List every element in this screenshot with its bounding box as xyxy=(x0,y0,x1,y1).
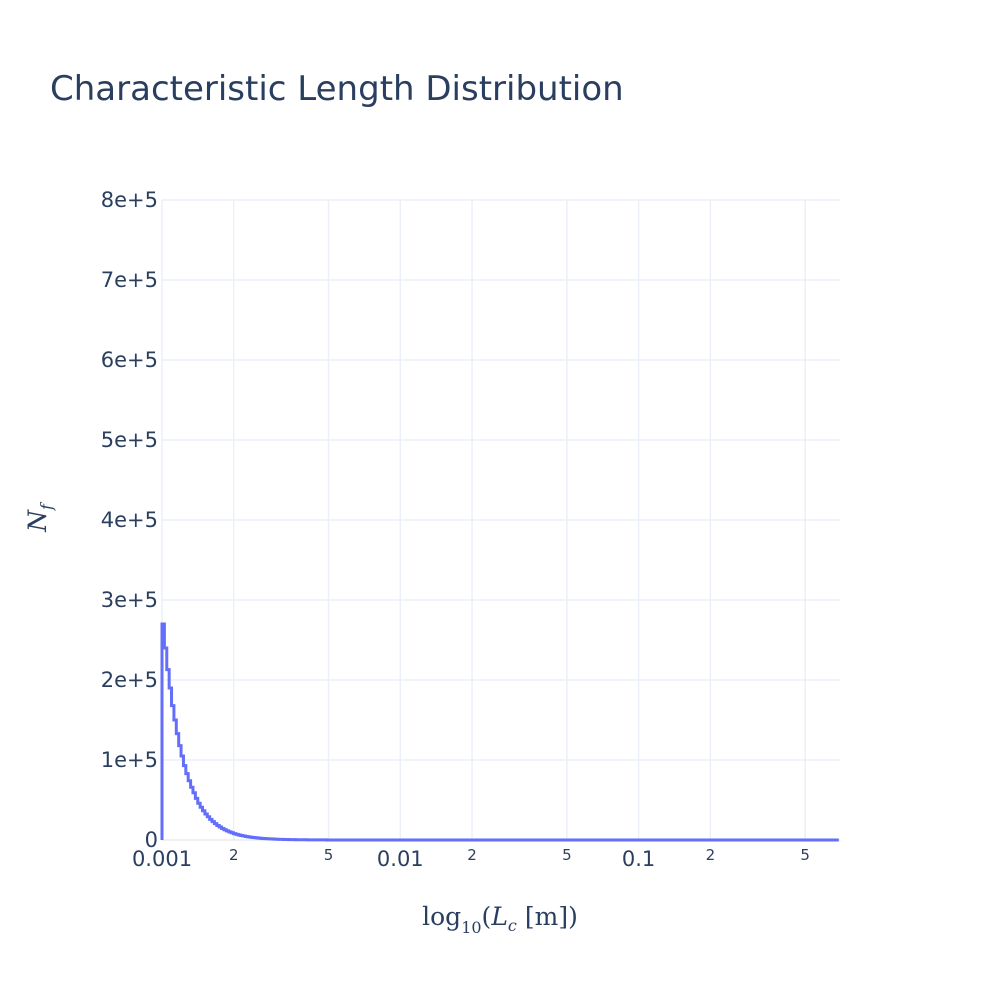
y-tick-label: 5e+5 xyxy=(101,428,158,452)
y-axis-label-variable-subscript: f xyxy=(37,501,56,511)
y-axis-label: Nf xyxy=(23,501,56,533)
x-tick-label: 0.01 xyxy=(377,847,424,871)
x-tick-label: 2 xyxy=(229,846,239,864)
x-tick-label: 0.001 xyxy=(132,847,192,871)
x-tick-label: 5 xyxy=(800,846,810,864)
x-axis-label-variable: L xyxy=(490,902,508,931)
grid-layer xyxy=(161,199,840,841)
y-axis-ticks: 0 1e+5 2e+5 3e+5 4e+5 5e+5 6e+5 7e+5 8e+5 xyxy=(101,188,158,852)
x-tick-label: 2 xyxy=(467,846,477,864)
y-tick-label: 7e+5 xyxy=(101,268,158,292)
x-axis-label-variable-subscript: c xyxy=(508,916,517,935)
y-tick-label: 6e+5 xyxy=(101,348,158,372)
x-axis-label-prefix: log xyxy=(422,902,461,931)
x-tick-label: 2 xyxy=(706,846,716,864)
x-tick-label: 5 xyxy=(324,846,334,864)
y-axis-label-variable: N xyxy=(23,509,52,533)
x-axis-label: log10(Lc [m]) xyxy=(422,902,578,937)
y-tick-label: 2e+5 xyxy=(101,668,158,692)
histogram-series-line xyxy=(160,622,839,842)
x-axis-label-close-paren: ) xyxy=(568,902,578,931)
y-tick-label: 1e+5 xyxy=(101,748,158,772)
x-axis-label-log-base: 10 xyxy=(461,918,481,937)
x-tick-label: 0.1 xyxy=(622,847,655,871)
x-axis-label-open-paren: ( xyxy=(482,902,492,931)
y-tick-label: 3e+5 xyxy=(101,588,158,612)
y-tick-label: 4e+5 xyxy=(101,508,158,532)
x-axis-label-unit: [m] xyxy=(525,902,568,931)
y-tick-label: 0 xyxy=(145,828,158,852)
y-tick-label: 8e+5 xyxy=(101,188,158,212)
x-tick-label: 5 xyxy=(562,846,572,864)
x-axis-ticks: 0.001 2 5 0.01 2 5 0.1 2 5 xyxy=(132,846,810,871)
chart-title: Characteristic Length Distribution xyxy=(50,69,624,109)
